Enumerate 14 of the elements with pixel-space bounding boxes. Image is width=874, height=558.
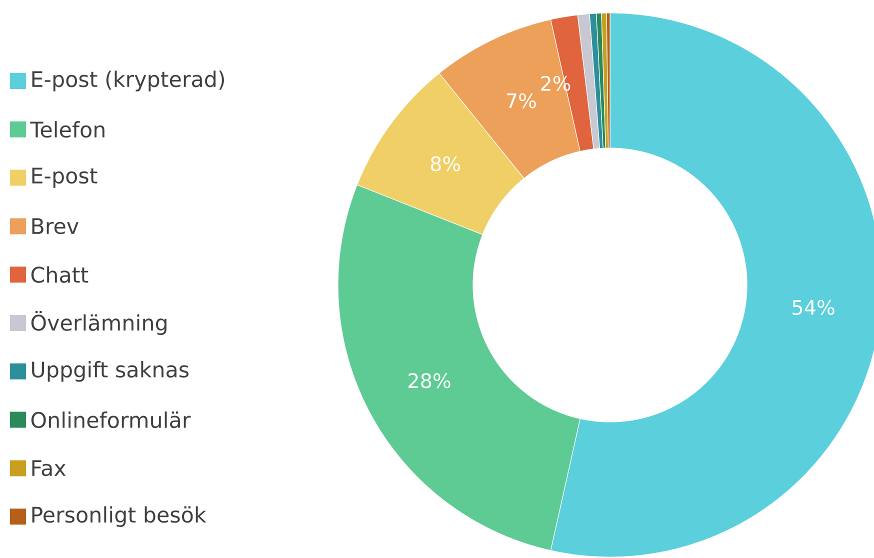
legend-label: E-post (krypterad): [32, 70, 224, 92]
legend-label: E-post: [32, 168, 98, 188]
legend-label: Uppgift saknas: [32, 361, 189, 382]
data-label: 8%: [430, 156, 460, 172]
data-label: 28%: [408, 373, 450, 388]
data-label: 54%: [792, 300, 834, 315]
legend-label: Överlämning: [31, 310, 166, 335]
legend-label: Chatt: [31, 266, 88, 283]
legend-label: Brev: [32, 218, 78, 234]
data-label: 7%: [507, 93, 536, 108]
legend-label: Onlineformulär: [31, 412, 191, 428]
legend-label: Telefon: [30, 121, 104, 138]
legend-label: Fax: [32, 460, 66, 476]
legend-label: Personligt besök: [32, 506, 206, 527]
